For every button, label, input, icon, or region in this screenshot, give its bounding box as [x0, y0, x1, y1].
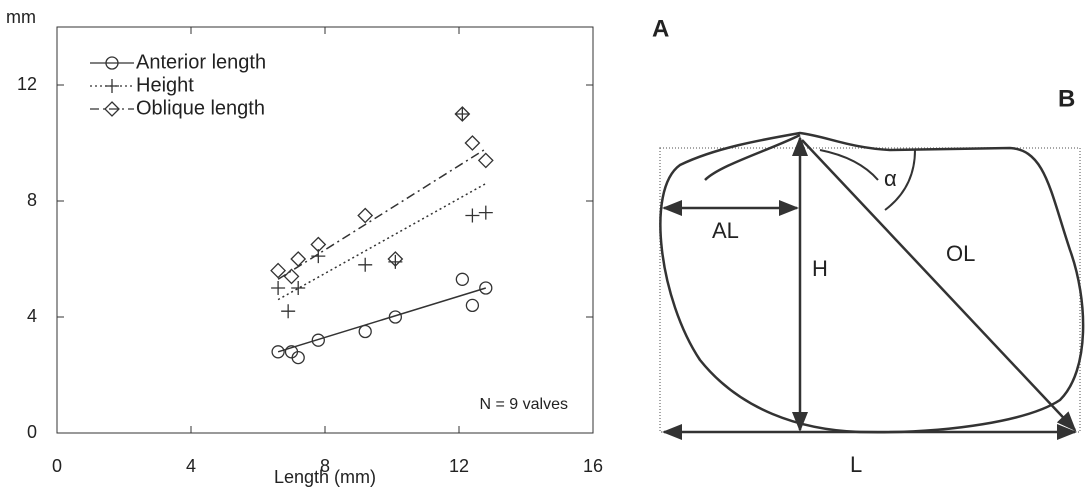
legend-label: Oblique length — [136, 97, 265, 119]
umbo-line — [820, 150, 878, 180]
data-point — [291, 252, 305, 266]
diagram-label: L — [850, 452, 862, 477]
x-tick-label: 4 — [186, 456, 196, 476]
data-point — [455, 107, 469, 121]
legend-label: Anterior length — [136, 51, 266, 73]
fit-line — [278, 184, 486, 300]
data-point — [281, 304, 295, 318]
y-tick-label: 12 — [17, 74, 37, 94]
data-point — [465, 209, 479, 223]
fit-line — [278, 149, 486, 279]
diagram-label: OL — [946, 241, 975, 266]
shell-outline — [660, 133, 1083, 432]
ol-arrow — [802, 140, 1075, 430]
panel-label: A — [652, 15, 669, 42]
legend-label: Height — [136, 74, 194, 96]
fit-line — [278, 288, 486, 352]
diagram-label: α — [884, 166, 897, 191]
y-tick-label: 0 — [27, 422, 37, 442]
data-point — [479, 206, 493, 220]
figure: 048121604812mmLength (mm)N = 9 valvesAnt… — [0, 0, 1086, 494]
annotation: N = 9 valves — [480, 396, 568, 413]
bounding-box — [660, 148, 1080, 432]
data-point — [285, 269, 299, 283]
x-tick-label: 0 — [52, 456, 62, 476]
x-tick-label: 12 — [449, 456, 469, 476]
data-point — [465, 136, 479, 150]
data-point — [358, 209, 372, 223]
diagram-label: H — [812, 256, 828, 281]
x-axis-label: Length (mm) — [274, 467, 376, 487]
data-point — [291, 281, 305, 295]
panel-label: B — [1058, 85, 1075, 112]
data-point — [358, 258, 372, 272]
data-point — [271, 281, 285, 295]
legend-marker — [105, 79, 119, 93]
shell-diagram — [660, 133, 1083, 432]
data-point — [479, 153, 493, 167]
y-axis-label: mm — [6, 7, 36, 27]
diagram-label: AL — [712, 218, 739, 243]
y-tick-label: 4 — [27, 306, 37, 326]
y-tick-label: 8 — [27, 190, 37, 210]
data-point — [456, 273, 468, 285]
data-point — [466, 299, 478, 311]
data-point — [359, 326, 371, 338]
x-tick-label: 16 — [583, 456, 603, 476]
